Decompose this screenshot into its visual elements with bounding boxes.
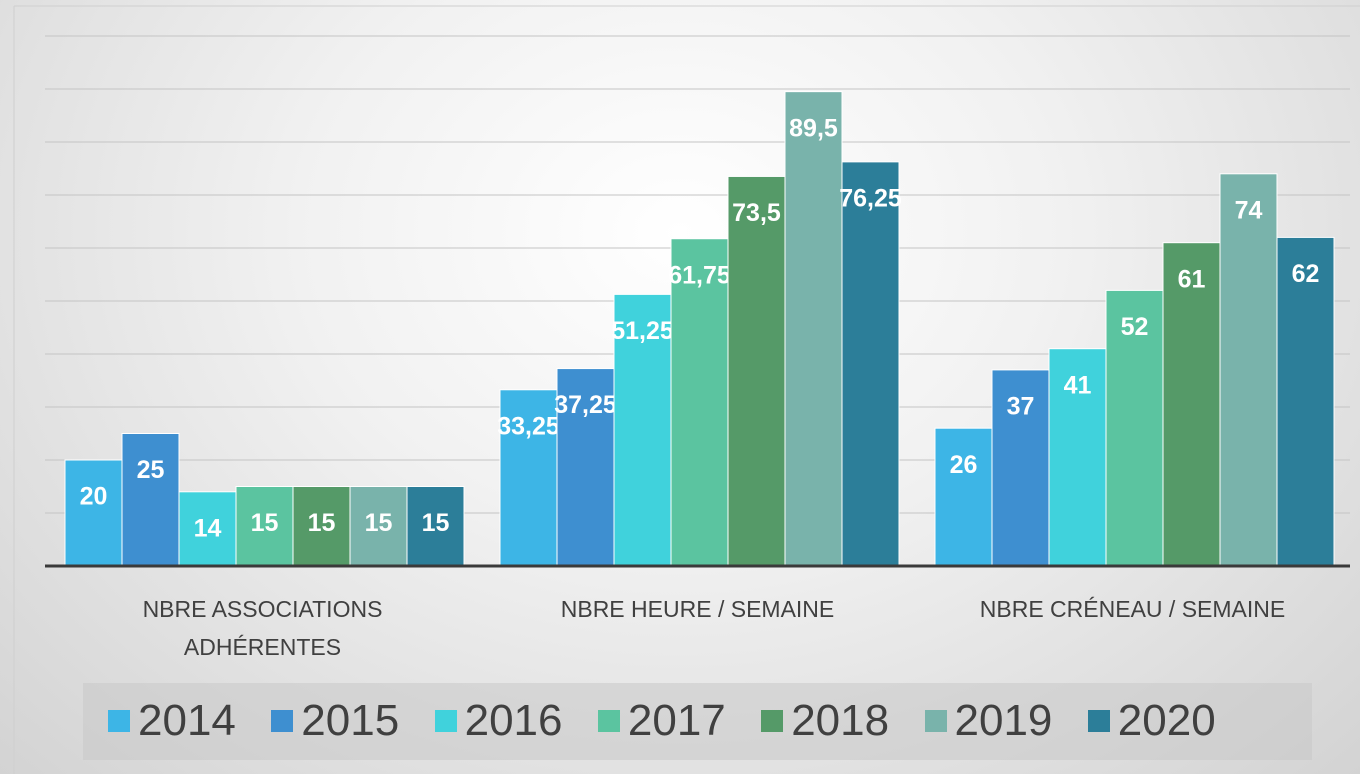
data-label: 15 — [251, 509, 279, 537]
x-tick-label: NBRE CRÉNEAU / SEMAINE — [979, 596, 1286, 622]
data-label: 14 — [194, 514, 222, 542]
data-label: 61 — [1178, 265, 1206, 293]
data-label: 52 — [1121, 313, 1149, 341]
legend-label: 2014 — [138, 696, 236, 745]
legend-label: 2017 — [627, 696, 726, 745]
data-label: 73,5 — [732, 199, 781, 227]
bar — [235, 486, 294, 567]
legend-label: 2016 — [464, 696, 563, 745]
bar — [841, 161, 900, 567]
legend-label: 2015 — [301, 696, 400, 745]
legend-swatch — [1087, 710, 1110, 732]
data-label: 33,25 — [497, 412, 560, 440]
bar — [1219, 173, 1278, 567]
bar — [406, 486, 465, 567]
legend-item: 2016 — [434, 691, 563, 751]
data-label: 25 — [137, 456, 165, 484]
data-label: 15 — [308, 509, 336, 537]
bar — [1276, 236, 1335, 567]
legend-item: 2014 — [108, 691, 236, 751]
data-label: 15 — [422, 509, 450, 537]
data-label: 51,25 — [611, 317, 674, 345]
bar — [556, 368, 615, 567]
data-label: 61,75 — [668, 261, 731, 289]
data-label: 76,25 — [839, 184, 902, 212]
bar — [499, 389, 558, 567]
legend-item: 2019 — [924, 691, 1053, 751]
legend-label: 2020 — [1117, 696, 1216, 745]
data-label: 20 — [80, 483, 108, 511]
bar — [991, 369, 1050, 567]
legend-item: 2017 — [597, 691, 726, 751]
bar — [727, 175, 786, 567]
bar — [934, 427, 993, 567]
legend-item: 2015 — [271, 691, 399, 751]
data-label: 62 — [1292, 260, 1320, 288]
data-label: 74 — [1235, 196, 1263, 224]
x-tick-label: NBRE ASSOCIATIONS ADHÉRENTES — [142, 596, 383, 660]
bar — [613, 293, 672, 567]
data-label: 37 — [1007, 393, 1035, 421]
bar — [178, 491, 237, 567]
legend-swatch — [924, 710, 947, 732]
bar — [1105, 289, 1164, 567]
data-label: 37,25 — [554, 391, 617, 419]
legend-label: 2019 — [954, 696, 1053, 745]
legend: 2014 2015 2016 2017 2018 2019 2020 — [83, 683, 1312, 760]
legend-swatch — [434, 710, 457, 732]
data-label: 15 — [365, 509, 393, 537]
data-label: 41 — [1064, 371, 1092, 399]
data-label: 26 — [950, 451, 978, 479]
bar — [784, 91, 843, 567]
bar — [64, 459, 123, 567]
legend-swatch — [271, 710, 294, 732]
legend-item: 2020 — [1087, 691, 1216, 751]
x-tick-label: NBRE HEURE / SEMAINE — [560, 596, 835, 622]
legend-label: 2018 — [791, 696, 890, 745]
legend-swatch — [761, 710, 784, 732]
legend-swatch — [597, 710, 620, 732]
bar — [670, 238, 729, 567]
bar — [121, 433, 180, 567]
legend-item: 2018 — [761, 691, 889, 751]
data-label: 89,5 — [789, 114, 838, 142]
bar — [349, 486, 408, 567]
legend-swatch — [108, 710, 130, 732]
